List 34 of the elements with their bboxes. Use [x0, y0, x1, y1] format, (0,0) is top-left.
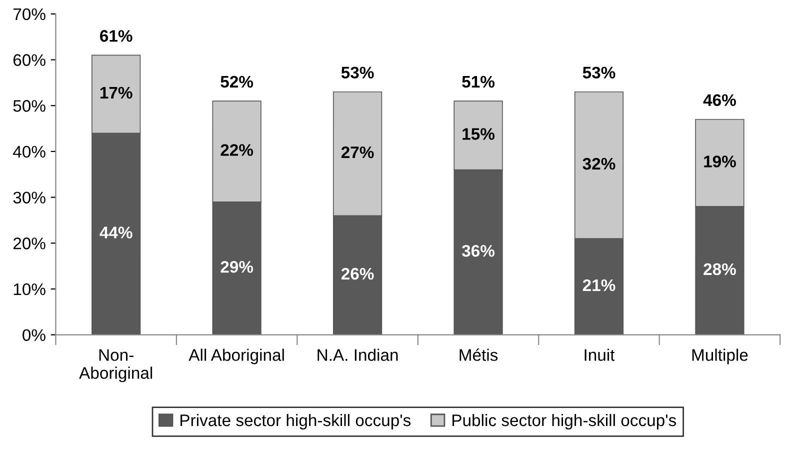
y-tick-label: 50% [13, 100, 46, 112]
data-label: 22% [220, 144, 254, 156]
y-tick-label: 30% [13, 192, 46, 204]
data-label: 26% [341, 268, 374, 280]
x-tick-label: Métis [460, 348, 498, 361]
total-label: 46% [703, 94, 736, 106]
data-label: 28% [704, 263, 736, 276]
data-label: 19% [704, 156, 736, 168]
data-label: 21% [582, 279, 616, 292]
data-label: 36% [462, 244, 495, 257]
y-tick-label: 40% [13, 146, 46, 158]
x-tick-label: Non- Aboriginal [79, 349, 152, 382]
x-tick-label: All Aboriginal [188, 348, 284, 364]
data-label: 15% [462, 128, 495, 140]
legend-label: Private sector high-skill occup's [180, 414, 411, 430]
total-label: 61% [100, 30, 132, 42]
y-tick-label: 70% [13, 8, 46, 20]
x-tick-label: Multiple [692, 348, 748, 364]
x-tick-label: N.A. Indian [318, 348, 398, 361]
total-label: 53% [582, 66, 616, 79]
y-tick-label: 60% [13, 54, 46, 66]
data-label: 29% [220, 261, 254, 273]
total-label: 52% [220, 76, 254, 88]
y-tick-label: 10% [14, 283, 46, 296]
data-label: 17% [100, 86, 132, 99]
total-label: 53% [341, 66, 374, 79]
data-label: 27% [341, 146, 374, 158]
data-label: 44% [100, 226, 132, 238]
x-tick-label: Inuit [584, 348, 615, 361]
legend-label: Public sector high-skill occup's [452, 414, 676, 430]
y-tick-label: 0% [22, 329, 46, 342]
y-tick-label: 20% [13, 238, 46, 250]
data-label: 32% [582, 158, 616, 170]
total-label: 51% [462, 76, 495, 88]
